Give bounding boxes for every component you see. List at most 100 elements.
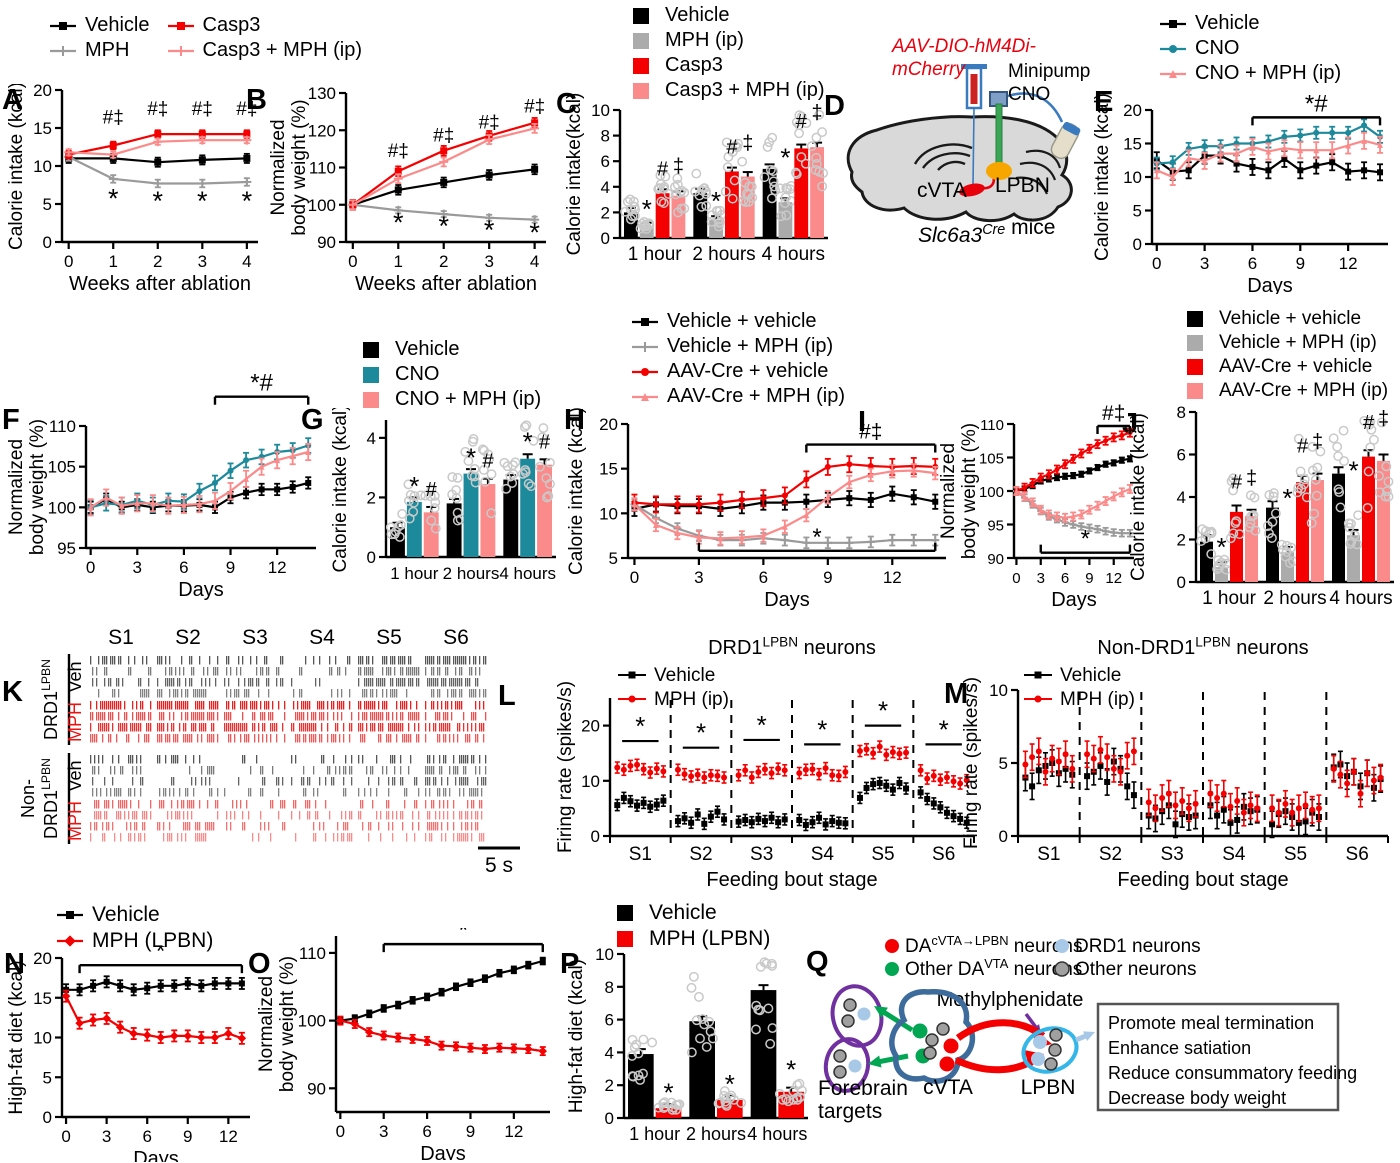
svg-text:body weight (%): body weight (%) <box>959 423 980 559</box>
svg-text:MPH: MPH <box>65 801 85 841</box>
legend-label: Vehicle <box>1195 12 1260 34</box>
panel-letter-o: O <box>248 948 271 980</box>
svg-text:Calorie intake (kcal): Calorie intake (kcal) <box>566 407 587 575</box>
svg-text:9: 9 <box>823 568 832 587</box>
svg-text:S1: S1 <box>1037 844 1060 865</box>
svg-text:9: 9 <box>183 1127 192 1146</box>
svg-text:#‡: #‡ <box>388 141 409 162</box>
svg-text:2: 2 <box>439 252 448 271</box>
svg-text:Non-: Non- <box>18 779 38 818</box>
svg-text:12: 12 <box>1339 254 1358 273</box>
svg-text:*: * <box>878 696 888 726</box>
legend-label: Vehicle <box>649 901 717 924</box>
svg-text:MPH (ip): MPH (ip) <box>1060 689 1135 710</box>
panel-letter-q: Q <box>806 946 829 978</box>
legend-label: Vehicle <box>85 14 150 36</box>
svg-text:3: 3 <box>379 1122 388 1141</box>
svg-text:body weight (%): body weight (%) <box>277 956 298 1092</box>
svg-text:High-fat diet (kcal): High-fat diet (kcal) <box>6 960 27 1114</box>
legend-item: AAV-Cre + vehicle <box>1182 356 1388 378</box>
svg-text:*: * <box>156 946 165 965</box>
svg-text:110: 110 <box>980 417 1004 434</box>
svg-text:0: 0 <box>1152 254 1161 273</box>
legend-label: MPH (ip) <box>665 29 744 51</box>
legend-item: Vehicle <box>55 903 213 927</box>
diagram-circuit-summary: DAcVTA→LPBN neurons Other DAVTA neurons DR… <box>800 888 1400 1163</box>
legend-item: Vehicle + MPH (ip) <box>630 335 845 358</box>
svg-text:*: * <box>1081 526 1090 553</box>
svg-text:0: 0 <box>605 1109 614 1128</box>
svg-text:Days: Days <box>133 1148 179 1162</box>
svg-text:12: 12 <box>268 558 287 577</box>
svg-text:LPBN: LPBN <box>1021 1076 1076 1099</box>
svg-text:4: 4 <box>601 178 610 197</box>
svg-text:95: 95 <box>57 539 76 558</box>
svg-text:1 hour: 1 hour <box>390 564 439 583</box>
svg-text:0: 0 <box>64 252 73 271</box>
panel-letter-h: H <box>564 404 585 436</box>
svg-text:20: 20 <box>33 84 52 100</box>
legend-label: CNO <box>1195 37 1240 59</box>
svg-text:3: 3 <box>1037 570 1045 587</box>
svg-text:DRD1LPBN: DRD1LPBN <box>39 659 61 740</box>
svg-text:9: 9 <box>466 1122 475 1141</box>
legend-item: Vehicle + vehicle <box>630 310 845 333</box>
svg-text:Firing rate (spikes/s): Firing rate (spikes/s) <box>962 677 982 849</box>
chart-bodyweight-ablation: 90 100 110 120 130 Normalized body weight (%) 0… <box>268 84 558 296</box>
svg-text:‡: ‡ <box>1312 431 1323 453</box>
svg-text:S6: S6 <box>443 626 469 649</box>
legend-swatch-icon <box>363 391 379 408</box>
svg-text:5: 5 <box>43 195 52 214</box>
svg-text:S4: S4 <box>1222 844 1246 865</box>
legend-item: Casp3 <box>166 14 363 37</box>
panel-letter-c: C <box>556 88 577 120</box>
svg-text:*: * <box>725 1069 735 1099</box>
svg-text:0: 0 <box>43 233 52 252</box>
svg-text:6: 6 <box>422 1122 431 1141</box>
svg-text:*: * <box>529 218 540 248</box>
svg-text:0: 0 <box>61 1127 70 1146</box>
svg-text:2: 2 <box>601 203 610 222</box>
legend-swatch-icon <box>632 317 658 326</box>
svg-text:*#: *# <box>250 370 273 397</box>
svg-text:3: 3 <box>694 568 703 587</box>
svg-text:Vehicle: Vehicle <box>654 665 715 686</box>
svg-text:5: 5 <box>1133 202 1142 221</box>
svg-text:Methylphenidate: Methylphenidate <box>937 989 1084 1011</box>
legend-label: CNO + MPH (ip) <box>1195 62 1342 84</box>
svg-text:5: 5 <box>43 1068 52 1087</box>
svg-text:0: 0 <box>1012 570 1020 587</box>
svg-text:*: * <box>812 524 821 551</box>
svg-text:6: 6 <box>1248 254 1257 273</box>
svg-text:0: 0 <box>43 1108 52 1127</box>
legend-item: MPH <box>48 39 150 62</box>
svg-text:20: 20 <box>581 717 600 736</box>
svg-text:0: 0 <box>348 252 357 271</box>
legend-item: Casp3 + MPH (ip) <box>628 79 825 102</box>
svg-text:10: 10 <box>591 101 610 120</box>
svg-text:body weight (%): body weight (%) <box>27 419 48 555</box>
svg-text:5: 5 <box>609 549 618 568</box>
legend-label: AAV-Cre + vehicle <box>667 360 829 382</box>
svg-text:Days: Days <box>1051 589 1097 611</box>
svg-text:Decrease body weight: Decrease body weight <box>1108 1088 1286 1108</box>
svg-text:*: * <box>393 207 404 237</box>
svg-text:0: 0 <box>1177 573 1186 592</box>
svg-text:DRD1LPBN neurons: DRD1LPBN neurons <box>708 634 876 659</box>
svg-text:Normalized: Normalized <box>256 976 277 1072</box>
svg-text:‡: ‡ <box>673 156 684 178</box>
legend-label: Vehicle + vehicle <box>1219 308 1362 329</box>
legend-swatch-icon <box>633 7 649 24</box>
svg-text:body weight (%): body weight (%) <box>289 99 310 235</box>
svg-text:*: * <box>786 1054 796 1084</box>
svg-text:Minipump: Minipump <box>1008 61 1090 82</box>
legend-item: Vehicle <box>358 338 541 361</box>
svg-text:Days: Days <box>178 579 224 601</box>
svg-text:#: # <box>796 111 808 133</box>
legend-item: CNO + MPH (ip) <box>358 388 541 411</box>
svg-text:4 hours: 4 hours <box>1329 588 1392 609</box>
svg-text:‡: ‡ <box>1246 467 1257 489</box>
svg-text:S1: S1 <box>629 844 652 865</box>
svg-text:Calorie intake (kcal): Calorie intake (kcal) <box>1092 93 1113 261</box>
svg-text:10: 10 <box>33 157 52 176</box>
